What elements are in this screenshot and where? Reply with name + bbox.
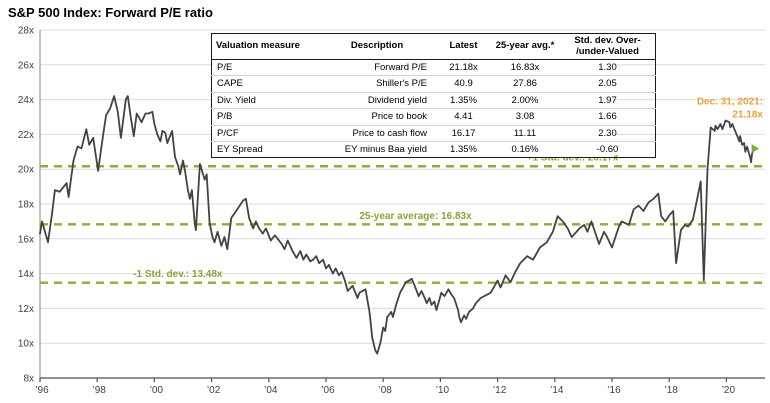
measure-value: 3.08 (490, 108, 560, 126)
latest-value-annotation: 21.18x (732, 110, 763, 121)
header-row: Valuation measure Description Latest 25-yea… (211, 33, 656, 60)
x-axis-tick-label: ’08 (379, 385, 393, 396)
y-axis-tick-label: 28x (18, 26, 34, 37)
measure-value: EY minus Baa yield (317, 140, 437, 158)
measure-value: 2.30 (560, 124, 656, 142)
measure-value: -0.60 (560, 140, 656, 158)
column-header: Description (317, 33, 437, 60)
table-row: CAPE Shiller's P/E 40.9 27.86 2.05 (211, 75, 656, 93)
column-header: Std. dev. Over- /under-Valued (560, 33, 656, 60)
valuation-measures-table: Valuation measure Description Latest 25-yea… (211, 33, 656, 159)
table-row: EY Spread EY minus Baa yield 1.35% 0.16% -0.… (211, 140, 656, 158)
measure-value: Forward P/E (374, 62, 427, 74)
y-axis-tick-label: 12x (18, 304, 34, 315)
x-axis-tick-label: ’10 (436, 385, 450, 396)
x-axis-tick-label: ’16 (607, 385, 621, 396)
x-axis-tick-label: ’00 (150, 385, 164, 396)
measure-value: 2.05 (560, 75, 656, 93)
measure-value: 27.86 (490, 75, 560, 93)
valuation-table: Valuation measure Description Latest 25-yea… (211, 33, 656, 159)
measure-value: 16.83x (510, 62, 540, 74)
x-axis-tick-label: ’04 (264, 385, 278, 396)
measure-value: 16.17 (437, 124, 490, 142)
measure-value: 0.16% (490, 140, 560, 158)
measure-name: P/B (211, 108, 317, 126)
x-axis-tick-label: ’14 (550, 385, 564, 396)
measure-value: Shiller's P/E (317, 75, 437, 93)
x-axis-tick-label: ’98 (93, 385, 107, 396)
y-axis-tick-label: 26x (18, 60, 34, 71)
measure-value: 40.9 (437, 75, 490, 93)
x-axis-tick-label: ’12 (493, 385, 507, 396)
valuation-table-body: P/E Forward P/E 21.18x 16.83x 1.30 CAPE Shille… (211, 60, 656, 158)
x-axis-tick-label: ’20 (722, 385, 736, 396)
measure-value: 1.35% (437, 140, 490, 158)
column-header: 25-year avg.* (490, 33, 560, 60)
measure-value: 1.97 (560, 91, 656, 109)
measure-value: Dividend yield (317, 91, 437, 109)
y-axis-tick-label: 14x (18, 269, 34, 280)
y-axis-tick-label: 10x (18, 339, 34, 350)
table-row: Div. Yield Dividend yield 1.35% 2.00% 1.97 (211, 91, 656, 109)
x-axis-tick-label: ’96 (35, 385, 49, 396)
page-title: S&P 500 Index: Forward P/E ratio (8, 5, 213, 20)
measure-name: EY Spread (211, 140, 317, 158)
reference-line-label: -1 Std. dev.: 13.48x (133, 269, 223, 280)
x-axis-tick-label: ’18 (665, 385, 679, 396)
reference-line-label: 25-year average: 16.83x (359, 211, 472, 222)
measure-value: 11.11 (490, 124, 560, 142)
measure-value: 21.18x (449, 62, 478, 74)
y-axis-tick-label: 22x (18, 130, 34, 141)
column-header: Valuation measure (211, 33, 317, 60)
table-row: P/B Price to book 4.41 3.08 1.66 (211, 108, 656, 126)
measure-value: Price to cash flow (317, 124, 437, 142)
measure-value: 1.35% (437, 91, 490, 109)
y-axis-tick-label: 24x (18, 95, 34, 106)
measure-value: Price to book (317, 108, 437, 126)
latest-value-marker-icon (751, 144, 760, 154)
forward-pe-series-line (39, 95, 755, 355)
x-axis-tick-label: ’06 (321, 385, 335, 396)
column-header: Latest (437, 33, 490, 60)
measure-name: P/CF (211, 124, 317, 142)
measure-name: P/E (217, 62, 233, 74)
y-axis-tick-label: 20x (18, 165, 34, 176)
latest-date-annotation: Dec. 31, 2021: (697, 97, 763, 108)
measure-value: 1.30 (598, 62, 617, 74)
y-axis-tick-label: 16x (18, 234, 34, 245)
y-axis-tick-label: 18x (18, 200, 34, 211)
measure-name: Div. Yield (211, 91, 317, 109)
table-row: P/CF Price to cash flow 16.17 11.11 2.30 (211, 124, 656, 142)
valuation-table-header: Valuation measure Description Latest 25-yea… (211, 33, 656, 60)
x-axis-tick-label: ’02 (207, 385, 221, 396)
measure-name: CAPE (211, 75, 317, 93)
measure-value: 1.66 (560, 108, 656, 126)
table-row: P/E Forward P/E 21.18x 16.83x 1.30 (212, 60, 656, 76)
measure-value: 2.00% (490, 91, 560, 109)
y-axis-tick-label: 8x (23, 374, 34, 385)
measure-value: 4.41 (437, 108, 490, 126)
